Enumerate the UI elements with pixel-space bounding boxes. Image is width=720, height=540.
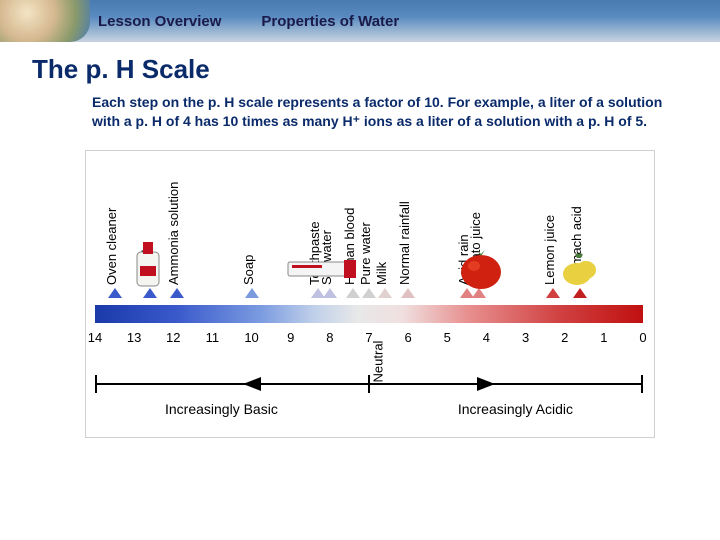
tick-0: 0 bbox=[639, 330, 646, 345]
tick-12: 12 bbox=[166, 330, 180, 345]
scale-gradient-bar bbox=[95, 305, 643, 323]
header-band: Lesson Overview Properties of Water bbox=[0, 0, 720, 42]
item-label: Normal rainfall bbox=[397, 201, 412, 285]
acidic-label: Increasingly Acidic bbox=[458, 401, 573, 417]
lesson-overview-label: Lesson Overview bbox=[98, 13, 221, 30]
tick-8: 8 bbox=[326, 330, 333, 345]
tick-13: 13 bbox=[127, 330, 141, 345]
item-label: Ammonia solution bbox=[166, 182, 181, 285]
toothpaste-icon bbox=[280, 254, 360, 287]
tick-9: 9 bbox=[287, 330, 294, 345]
tick-2: 2 bbox=[561, 330, 568, 345]
item-marker bbox=[108, 288, 122, 298]
tick-10: 10 bbox=[244, 330, 258, 345]
item-marker bbox=[378, 288, 392, 298]
section-title: The p. H Scale bbox=[32, 54, 720, 85]
tick-4: 4 bbox=[483, 330, 490, 345]
header-title: Properties of Water bbox=[261, 13, 399, 30]
item-label: Pure water bbox=[358, 222, 373, 285]
tomato-icon bbox=[457, 242, 505, 295]
tick-3: 3 bbox=[522, 330, 529, 345]
ph-diagram: Oven cleanerBleachAmmonia solutionSoapTo… bbox=[85, 160, 655, 515]
tick-11: 11 bbox=[206, 330, 220, 345]
tick-14: 14 bbox=[88, 330, 102, 345]
item-marker bbox=[323, 288, 337, 298]
item-label: Oven cleaner bbox=[104, 208, 119, 285]
tick-6: 6 bbox=[405, 330, 412, 345]
arrow-right-icon bbox=[477, 377, 495, 391]
header-decoration bbox=[0, 0, 90, 42]
arrow-left-icon bbox=[243, 377, 261, 391]
item-marker bbox=[170, 288, 184, 298]
axis: Increasingly Basic Increasingly Acidic bbox=[95, 375, 643, 415]
lemon-icon bbox=[553, 242, 601, 295]
tick-1: 1 bbox=[600, 330, 607, 345]
item-label: Milk bbox=[374, 262, 389, 285]
body-text-content: Each step on the p. H scale represents a… bbox=[92, 94, 662, 129]
item-marker bbox=[362, 288, 376, 298]
item-marker bbox=[245, 288, 259, 298]
body-text: Each step on the p. H scale represents a… bbox=[92, 93, 672, 131]
tick-5: 5 bbox=[444, 330, 451, 345]
axis-center-tick bbox=[368, 375, 370, 393]
basic-label: Increasingly Basic bbox=[165, 401, 278, 417]
tick-row: 14131211109876543210 bbox=[95, 330, 643, 352]
item-marker bbox=[346, 288, 360, 298]
bleach-bottle-icon bbox=[127, 238, 167, 295]
item-marker bbox=[401, 288, 415, 298]
item-label: Soap bbox=[241, 255, 256, 285]
